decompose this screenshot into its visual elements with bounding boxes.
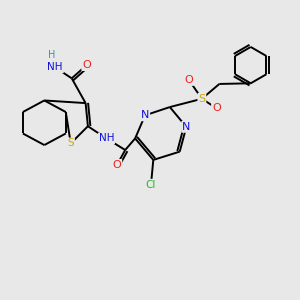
Text: NH: NH <box>99 134 114 143</box>
Text: S: S <box>68 138 74 148</box>
Text: O: O <box>82 60 91 70</box>
Text: O: O <box>112 160 122 170</box>
Text: O: O <box>184 75 193 85</box>
Text: H: H <box>48 50 55 60</box>
Text: NH: NH <box>47 62 63 72</box>
Text: O: O <box>212 103 221 113</box>
Text: N: N <box>182 122 190 132</box>
Text: N: N <box>141 110 149 120</box>
Text: Cl: Cl <box>146 180 156 190</box>
Text: S: S <box>198 94 206 104</box>
